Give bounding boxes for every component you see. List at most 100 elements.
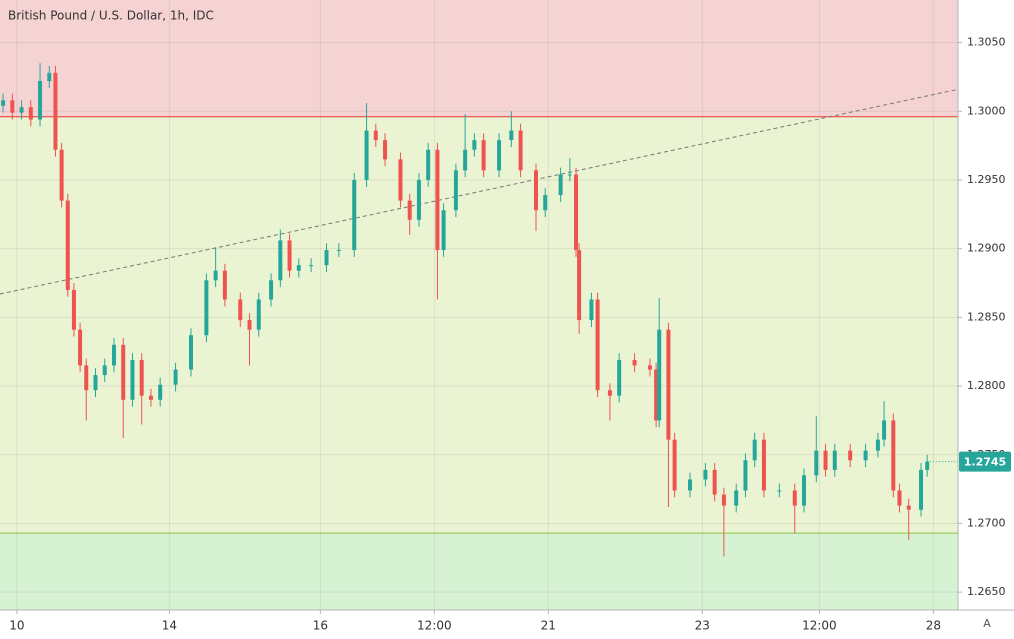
candle-body	[47, 72, 52, 82]
x-tick-label: 10	[9, 619, 24, 633]
candle-body	[213, 270, 218, 281]
x-tick-label: 21	[541, 619, 556, 633]
candle-body	[906, 505, 911, 510]
candle-body	[256, 299, 261, 330]
candle-body	[1, 100, 6, 106]
x-tick-label: 14	[162, 619, 177, 633]
candle-body	[278, 240, 283, 281]
candle-body	[761, 439, 766, 491]
candle-body	[336, 250, 341, 252]
x-tick-label: 16	[313, 619, 328, 633]
y-tick-label: 1.2800	[967, 379, 1006, 392]
auto-button[interactable]: A	[983, 617, 991, 630]
candle-body	[111, 344, 116, 366]
x-tick-label: 12:00	[417, 619, 452, 633]
x-tick-label: 12:00	[802, 619, 837, 633]
candle-body	[543, 195, 548, 211]
candle-body	[577, 250, 582, 321]
candle-body	[383, 140, 388, 160]
candle-body	[925, 461, 930, 470]
candle-body	[19, 107, 24, 113]
price-axis-bg	[958, 0, 1014, 639]
candle-body	[882, 420, 887, 440]
resistance-zone	[0, 0, 958, 117]
candle-body	[287, 240, 292, 271]
y-tick-label: 1.2950	[967, 173, 1006, 186]
candle-body	[574, 174, 579, 251]
candle-body	[238, 299, 243, 321]
candle-body	[222, 270, 227, 300]
candle-body	[632, 359, 637, 366]
candle-body	[672, 439, 677, 491]
candle-body	[666, 329, 671, 440]
candle-body	[607, 390, 612, 396]
middle-zone	[0, 116, 958, 534]
y-tick-label: 1.3000	[967, 104, 1006, 117]
candle-body	[823, 450, 828, 470]
last-price-label: 1.2745	[964, 456, 1006, 469]
chart-title: British Pound / U.S. Dollar, 1h, IDC	[8, 9, 214, 23]
candle-body	[204, 280, 209, 336]
candle-body	[93, 375, 98, 391]
candle-body	[703, 469, 708, 480]
candle-body	[398, 159, 403, 201]
candle-body	[78, 329, 83, 366]
trendline	[0, 88, 959, 295]
candle-body	[752, 439, 757, 461]
candle-body	[518, 130, 523, 171]
candle-body	[595, 299, 600, 391]
candle-body	[481, 140, 486, 171]
candle-body	[617, 359, 622, 396]
y-tick-label: 1.2900	[967, 242, 1006, 255]
candle-body	[589, 299, 594, 321]
candle-body	[533, 170, 538, 211]
candle-body	[497, 140, 502, 171]
candle-body	[373, 130, 378, 141]
candle-body	[801, 475, 806, 506]
candle-body	[296, 265, 301, 271]
auto-button-bg[interactable]	[976, 613, 998, 635]
candle-body	[558, 174, 563, 196]
candle-body	[416, 179, 421, 220]
candle-body	[102, 365, 107, 376]
candle-body	[435, 149, 440, 251]
candle-body	[647, 365, 652, 370]
candle-body	[472, 140, 477, 150]
candle-body	[188, 335, 193, 370]
y-tick-label: 1.2650	[967, 585, 1006, 598]
candle-body	[721, 494, 726, 506]
candle-body	[897, 490, 902, 506]
candle-body	[71, 289, 76, 330]
candle-body	[352, 179, 357, 251]
candle-body	[441, 210, 446, 251]
candle-body	[10, 100, 15, 113]
candle-body	[814, 450, 819, 476]
candle-body	[84, 365, 89, 391]
candle-body	[832, 450, 837, 470]
candle-body	[407, 200, 412, 220]
candle-body	[38, 81, 43, 120]
candle-body	[875, 439, 880, 451]
candle-body	[139, 359, 144, 396]
candle-body	[158, 384, 163, 400]
candle-body	[426, 149, 431, 180]
candle-body	[891, 420, 896, 491]
candle-body	[121, 344, 126, 400]
candle-body	[919, 469, 924, 510]
y-tick-label: 1.2700	[967, 516, 1006, 529]
candle-body	[743, 460, 748, 491]
candle-body	[53, 72, 58, 150]
candle-body	[173, 369, 178, 385]
candle-body	[148, 395, 153, 400]
candle-body	[130, 359, 135, 400]
candle-body	[364, 130, 369, 180]
candle-body	[688, 479, 693, 491]
y-tick-label: 1.2850	[967, 310, 1006, 323]
candle-body	[463, 149, 468, 171]
candle-body	[59, 149, 64, 201]
candle-body	[863, 450, 868, 461]
candle-body	[712, 469, 717, 495]
candle-body	[309, 265, 314, 267]
candle-body	[777, 490, 782, 492]
